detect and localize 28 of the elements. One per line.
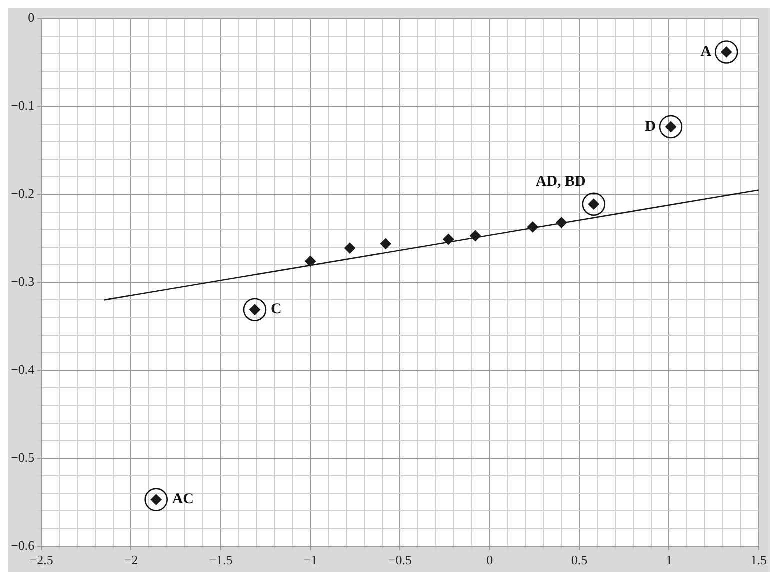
y-tick-label: −0.3 xyxy=(10,274,35,290)
annotation: AC xyxy=(172,492,194,508)
y-tick-label: 0 xyxy=(28,10,35,26)
x-tick-label: −2 xyxy=(124,552,138,568)
x-tick-label: −1 xyxy=(304,552,318,568)
point xyxy=(527,222,538,233)
x-tick-label: 0 xyxy=(486,552,494,568)
annotation: AD, BD xyxy=(536,174,586,190)
point xyxy=(380,238,392,250)
point xyxy=(305,256,316,267)
point xyxy=(443,234,454,246)
point xyxy=(344,242,356,254)
y-tick-label: −0.1 xyxy=(10,98,35,114)
annotation: C xyxy=(270,302,282,318)
y-tick-label: −0.6 xyxy=(10,538,36,553)
x-tick-label: 0.5 xyxy=(571,552,588,568)
y-tick-label: −0.2 xyxy=(10,186,35,202)
x-tick-label: 1 xyxy=(666,552,672,568)
annotation: A xyxy=(700,44,712,60)
y-tick-label: −0.4 xyxy=(10,362,36,377)
point xyxy=(470,230,482,242)
x-tick-label: 1.5 xyxy=(750,552,767,568)
annotation: D xyxy=(645,118,656,135)
x-tick-label: −1.5 xyxy=(209,552,233,568)
x-tick-label: −2.5 xyxy=(30,552,54,568)
y-tick-label: −0.5 xyxy=(10,450,35,465)
point xyxy=(556,217,568,228)
x-tick-label: −0.5 xyxy=(388,552,412,568)
